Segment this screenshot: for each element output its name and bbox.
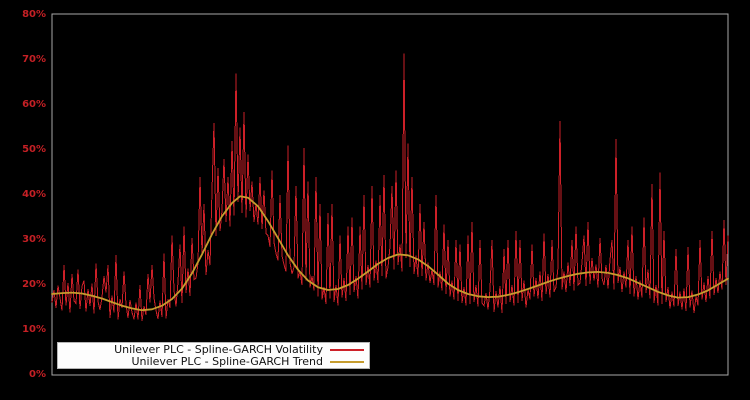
plot-border xyxy=(51,13,729,376)
volatility-series-line xyxy=(51,53,729,322)
legend-label-trend: Unilever PLC - Spline-GARCH Trend xyxy=(131,354,324,368)
y-tick-label: 20% xyxy=(22,279,46,290)
legend-line-sample-volatility-icon xyxy=(330,348,364,351)
legend-entry-volatility: Unilever PLC - Spline-GARCH Volatility xyxy=(62,342,364,356)
y-tick-label: 80% xyxy=(22,9,46,20)
y-tick-label: 10% xyxy=(22,324,46,335)
y-tick-label: 50% xyxy=(22,144,46,155)
y-tick-label: 40% xyxy=(22,189,46,200)
y-tick-label: 60% xyxy=(22,99,46,110)
trend-series-line xyxy=(51,195,729,312)
y-tick-label: 70% xyxy=(22,54,46,65)
y-tick-label: 0% xyxy=(29,369,46,380)
y-tick-label: 30% xyxy=(22,234,46,245)
legend-line-sample-trend-icon xyxy=(330,360,364,363)
chart-legend: Unilever PLC - Spline-GARCH Volatility U… xyxy=(57,342,370,369)
legend-entry-trend: Unilever PLC - Spline-GARCH Trend xyxy=(62,354,364,368)
legend-label-volatility: Unilever PLC - Spline-GARCH Volatility xyxy=(114,342,323,356)
